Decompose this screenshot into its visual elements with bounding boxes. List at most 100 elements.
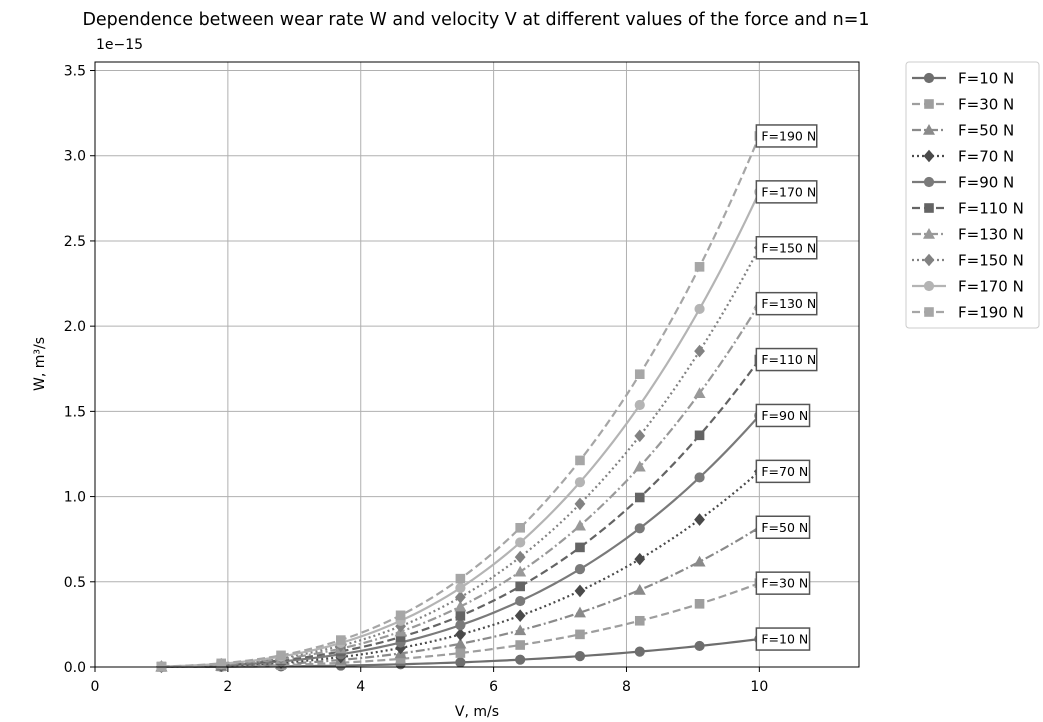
x-tick-label-3: 6 bbox=[489, 679, 498, 695]
end-label-110N: F=110 N bbox=[761, 352, 816, 367]
series-50N-point-8 bbox=[633, 583, 646, 595]
x-tick-label-0: 0 bbox=[91, 679, 100, 695]
series-90N-point-8 bbox=[634, 523, 645, 534]
series-190N-point-5 bbox=[455, 573, 466, 584]
series-170N-point-8 bbox=[634, 399, 645, 411]
series-190N-point-2 bbox=[276, 650, 286, 661]
end-label-170N: F=170 N bbox=[761, 184, 816, 199]
y-offset-text: 1e−15 bbox=[96, 37, 143, 53]
series-50N-point-6 bbox=[514, 624, 527, 636]
series-90N-point-6 bbox=[515, 595, 526, 607]
series-150N-point-8 bbox=[634, 429, 646, 443]
end-label-box-50N bbox=[755, 515, 811, 540]
end-label-50N: F=50 N bbox=[761, 520, 808, 535]
series-150N-point-7 bbox=[574, 497, 586, 511]
grid bbox=[94, 62, 859, 668]
series-130N-point-6 bbox=[514, 565, 527, 577]
series-170N-point-6 bbox=[515, 537, 526, 548]
series-130N-point-8 bbox=[633, 460, 646, 472]
legend-marker-30N bbox=[924, 99, 934, 109]
legend-label-110N: F=110 N bbox=[958, 200, 1024, 218]
y-tick-label-4: 2.0 bbox=[64, 319, 86, 335]
series-30N-point-7 bbox=[575, 629, 585, 640]
series-10N-point-7 bbox=[574, 651, 586, 662]
series-190N-point-8 bbox=[634, 369, 645, 380]
series-130N-point-9 bbox=[693, 387, 706, 398]
end-label-box-110N bbox=[755, 347, 818, 372]
series-170N-point-5 bbox=[455, 582, 466, 594]
series-150N-point-6 bbox=[514, 550, 526, 564]
legend-label-130N: F=130 N bbox=[958, 226, 1024, 244]
end-label-30N: F=30 N bbox=[761, 576, 808, 591]
legend-marker-150N bbox=[923, 253, 935, 267]
series-170N-point-9 bbox=[694, 303, 705, 315]
legend-label-150N: F=150 N bbox=[958, 252, 1024, 270]
y-tick-label-7: 3.5 bbox=[64, 64, 86, 80]
chart-title: Dependence between wear rate W and veloc… bbox=[82, 10, 869, 30]
series-10N-point-6 bbox=[515, 654, 526, 665]
legend-marker-130N bbox=[923, 228, 935, 239]
series-30N-point-4 bbox=[395, 654, 406, 664]
series-110N-point-5 bbox=[455, 611, 466, 621]
legend-label-90N: F=90 N bbox=[958, 174, 1014, 192]
axis-ticks: 0 2 4 6 8 10 0.0 0.5 1.0 1.5 2.0 2.5 3.0 3.5 bbox=[64, 64, 769, 695]
x-tick-label-2: 4 bbox=[356, 679, 365, 695]
series-150N-point-9 bbox=[694, 344, 705, 358]
end-labels: F=10 N F=30 N F=50 N F=70 N F=90 N F=110 N F=1… bbox=[755, 124, 818, 651]
series-190N-point-4 bbox=[395, 610, 406, 621]
series-30N-point-9 bbox=[694, 599, 705, 609]
series-line-30N bbox=[161, 582, 760, 669]
series-10N-point-5 bbox=[455, 657, 466, 668]
end-label-box-10N bbox=[755, 627, 811, 651]
series-70N-point-7 bbox=[574, 584, 586, 598]
legend-marker-50N bbox=[923, 124, 935, 135]
y-tick-label-6: 3.0 bbox=[64, 149, 86, 165]
plot-frame bbox=[94, 61, 860, 668]
series-190N-point-6 bbox=[515, 522, 525, 533]
end-label-box-90N bbox=[755, 403, 811, 428]
series-50N-point-5 bbox=[454, 637, 467, 649]
series-190N-point-7 bbox=[575, 455, 585, 466]
series-150N-point-5 bbox=[454, 590, 466, 604]
end-label-130N: F=130 N bbox=[761, 296, 816, 311]
legend: F=10 N F=30 N F=50 N F=70 N F=90 N F=110 N F=1… bbox=[905, 61, 1040, 329]
series-70N-point-6 bbox=[514, 609, 526, 623]
series-layer bbox=[155, 131, 766, 674]
y-tick-label-3: 1.5 bbox=[64, 404, 86, 420]
y-axis-label: W, m³/s bbox=[32, 337, 48, 391]
legend-label-170N: F=170 N bbox=[958, 278, 1024, 296]
series-130N-point-7 bbox=[573, 519, 586, 531]
end-label-box-190N bbox=[755, 124, 818, 148]
series-90N-point-9 bbox=[694, 472, 705, 483]
end-label-box-70N bbox=[755, 459, 811, 484]
series-50N-point-9 bbox=[693, 555, 706, 567]
series-190N-point-3 bbox=[336, 635, 346, 645]
series-30N-point-5 bbox=[455, 648, 466, 658]
series-190N-point-0 bbox=[156, 661, 167, 672]
legend-label-190N: F=190 N bbox=[958, 304, 1024, 322]
series-170N-point-7 bbox=[574, 477, 586, 488]
legend-marker-90N bbox=[923, 176, 935, 188]
series-110N-point-8 bbox=[634, 492, 645, 503]
legend-marker-10N bbox=[923, 72, 935, 84]
end-label-box-150N bbox=[755, 236, 818, 260]
legend-label-30N: F=30 N bbox=[958, 96, 1014, 114]
x-tick-label-1: 2 bbox=[223, 679, 232, 695]
legend-label-50N: F=50 N bbox=[958, 122, 1014, 140]
end-label-box-170N bbox=[755, 180, 818, 204]
series-50N-point-7 bbox=[573, 606, 586, 618]
legend-label-10N: F=10 N bbox=[958, 70, 1014, 88]
series-10N-point-8 bbox=[634, 646, 645, 657]
series-90N-point-5 bbox=[455, 620, 466, 631]
series-10N-point-9 bbox=[694, 640, 705, 652]
end-label-190N: F=190 N bbox=[761, 128, 816, 143]
series-110N-point-9 bbox=[694, 430, 705, 441]
legend-frame bbox=[905, 61, 1040, 329]
series-90N-point-7 bbox=[574, 564, 586, 575]
x-tick-label-5: 10 bbox=[750, 679, 768, 695]
series-110N-point-6 bbox=[515, 581, 525, 592]
series-110N-point-4 bbox=[395, 632, 406, 642]
end-label-box-130N bbox=[755, 291, 818, 316]
series-190N-point-9 bbox=[694, 262, 705, 272]
